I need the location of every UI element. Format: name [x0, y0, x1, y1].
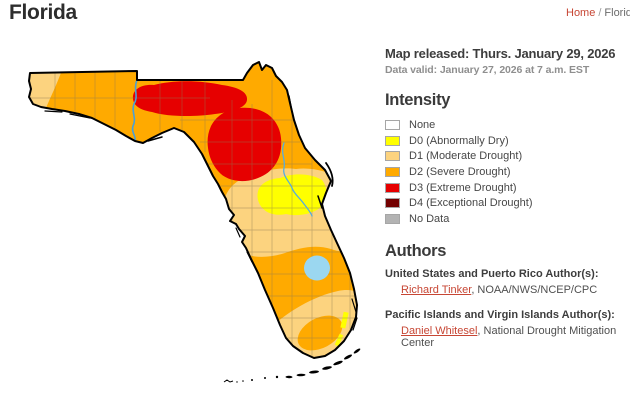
author-link-daniel-whitesel[interactable]: Daniel Whitesel — [401, 324, 478, 337]
florida-drought-map — [0, 42, 380, 402]
legend-swatch-d0 — [385, 135, 400, 146]
breadcrumb-current: Florida — [604, 7, 630, 19]
d0-se-coast-sliver — [340, 311, 349, 329]
legend-swatch-d4 — [385, 198, 400, 209]
legend-item-d0: D0 (Abnormally Dry) — [385, 133, 628, 149]
author-group-us: United States and Puerto Rico Author(s):… — [385, 268, 628, 296]
author-group-pacific: Pacific Islands and Virgin Islands Autho… — [385, 309, 628, 349]
florida-drought-map-svg — [28, 61, 361, 383]
intensity-heading: Intensity — [385, 91, 451, 109]
breadcrumb-separator: / — [598, 7, 602, 19]
legend-swatch-d2 — [385, 166, 400, 177]
map-released-date: Map released: Thurs. January 29, 2026 — [385, 46, 616, 61]
rivers — [131, 79, 313, 217]
breadcrumb: Home/Florida — [566, 7, 630, 19]
legend-item-d1: D1 (Moderate Drought) — [385, 148, 628, 164]
st-johns-river — [281, 142, 313, 217]
legend-item-d3: D3 (Extreme Drought) — [385, 180, 628, 196]
legend-item-d4: D4 (Exceptional Drought) — [385, 195, 628, 211]
authors-heading: Authors — [385, 241, 447, 260]
d3-north-central-region — [207, 107, 282, 182]
d3-panhandle-region — [132, 81, 248, 117]
author-link-richard-tinker[interactable]: Richard Tinker — [401, 283, 472, 296]
author-line: Richard Tinker, NOAA/NWS/NCEP/CPC — [385, 284, 628, 296]
d2-south-tip-region — [297, 315, 343, 351]
legend-item-d2: D2 (Severe Drought) — [385, 164, 628, 180]
d1-west-panhandle-region — [29, 70, 62, 108]
intensity-legend: None D0 (Abnormally Dry) D1 (Moderate Dr… — [385, 117, 628, 227]
legend-swatch-none — [385, 119, 400, 130]
florida-keys — [223, 348, 361, 383]
legend-swatch-nodata — [385, 213, 400, 224]
breadcrumb-home-link[interactable]: Home — [566, 7, 596, 19]
legend-item-none: None — [385, 117, 628, 133]
lake-okeechobee — [304, 255, 330, 281]
state-border — [28, 61, 358, 359]
author-affiliation: , National Drought Mitigation Center — [401, 324, 617, 349]
author-region-label: Pacific Islands and Virgin Islands Autho… — [385, 308, 615, 321]
legend-swatch-d1 — [385, 151, 400, 162]
map-info-panel: Map released: Thurs. January 29, 2026 Da… — [385, 46, 628, 349]
apalachicola-river — [131, 79, 138, 141]
legend-swatch-d3 — [385, 182, 400, 193]
author-line: Daniel Whitesel, National Drought Mitiga… — [385, 325, 628, 349]
data-valid-date: Data valid: January 27, 2026 at 7 a.m. E… — [385, 64, 590, 76]
legend-item-nodata: No Data — [385, 211, 628, 227]
d0-se-coast-sliver2 — [334, 333, 344, 347]
author-region-label: United States and Puerto Rico Author(s): — [385, 267, 599, 280]
page-title: Florida — [9, 1, 77, 24]
author-affiliation: , NOAA/NWS/NCEP/CPC — [471, 283, 598, 296]
